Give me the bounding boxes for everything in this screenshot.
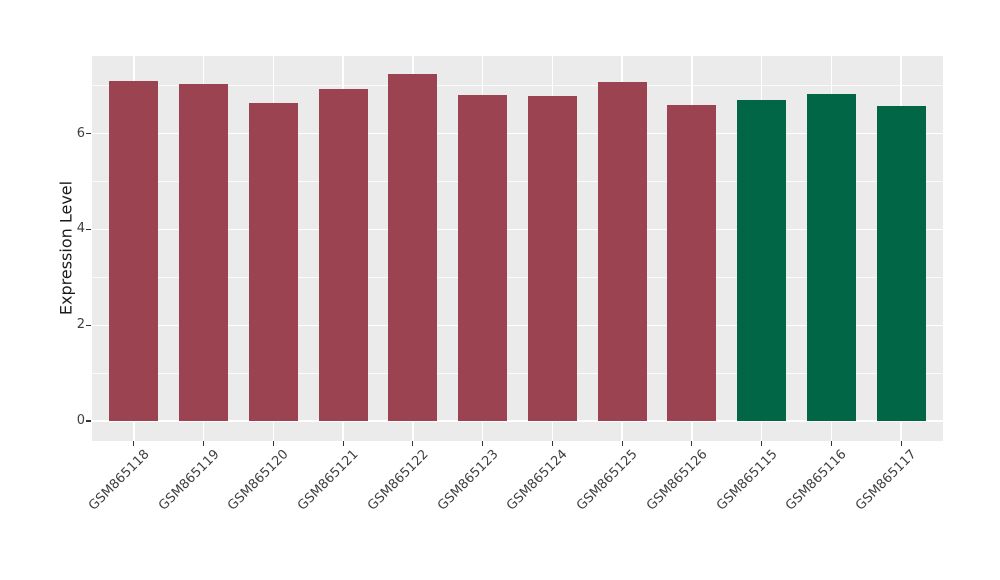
x-tick — [691, 441, 693, 446]
grid-minor-line — [92, 276, 943, 278]
x-tick — [621, 441, 623, 446]
y-tick — [86, 420, 91, 422]
x-tick — [900, 441, 902, 446]
x-tick — [412, 441, 414, 446]
x-tick — [551, 441, 553, 446]
grid-minor-line — [92, 85, 943, 87]
grid-minor-line — [92, 181, 943, 182]
plot-panel — [92, 56, 943, 441]
grid-major-line — [92, 420, 943, 422]
x-tick — [482, 441, 484, 446]
x-tick — [203, 441, 205, 446]
bar-GSM865124 — [527, 96, 577, 421]
bar-GSM865122 — [388, 73, 438, 421]
x-tick — [342, 441, 344, 446]
y-tick — [86, 324, 91, 326]
bar-GSM865116 — [806, 94, 856, 421]
y-tick — [86, 228, 91, 230]
y-tick-label: 6 — [76, 125, 85, 141]
x-tick — [272, 441, 274, 446]
y-tick-label: 4 — [76, 221, 85, 237]
bar-GSM865118 — [109, 80, 159, 421]
bar-GSM865119 — [179, 84, 229, 421]
bar-GSM865125 — [597, 82, 647, 421]
y-tick-label: 2 — [76, 317, 85, 333]
grid-major-line — [92, 228, 943, 231]
x-tick — [830, 441, 832, 446]
x-tick — [133, 441, 135, 446]
y-tick-label: 0 — [76, 413, 85, 428]
y-axis-title: Expression Level — [56, 180, 76, 316]
grid-minor-line — [92, 372, 943, 374]
bar-GSM865123 — [458, 95, 508, 421]
bar-GSM865126 — [667, 104, 717, 421]
bar-GSM865117 — [876, 105, 926, 421]
grid-major-line — [92, 324, 943, 326]
x-tick — [761, 441, 763, 446]
grid-major-line — [92, 132, 943, 135]
bar-GSM865120 — [248, 103, 298, 421]
y-tick — [86, 133, 91, 135]
bar-GSM865115 — [737, 100, 787, 421]
bar-GSM865121 — [318, 88, 368, 421]
